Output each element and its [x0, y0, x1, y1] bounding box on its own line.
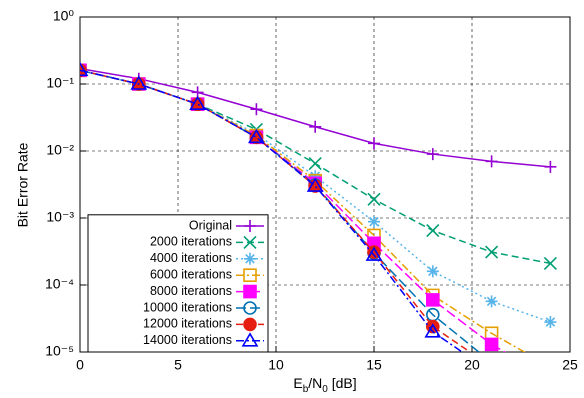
marker: [543, 256, 557, 270]
y-tick-label: 10⁻⁵: [45, 343, 74, 359]
marker: [189, 95, 206, 110]
legend-label: 10000 iterations: [143, 300, 232, 314]
y-tick-label: 10⁻¹: [46, 75, 74, 91]
legend-box: [87, 214, 269, 353]
x-tick-label: 5: [174, 357, 182, 373]
marker: [426, 148, 439, 161]
legend-label: Original: [189, 218, 232, 232]
marker: [243, 301, 257, 315]
marker: [424, 323, 442, 338]
marker: [243, 268, 257, 282]
legend-label: 14000 iterations: [143, 333, 232, 347]
x-axis-label-part: [dB]: [328, 375, 357, 391]
marker: [309, 170, 322, 183]
marker: [244, 220, 256, 232]
x-tick-label: 25: [562, 357, 578, 373]
marker: [250, 103, 263, 116]
marker: [243, 284, 257, 299]
marker: [306, 177, 324, 192]
marker: [309, 120, 322, 133]
marker: [426, 265, 439, 278]
x-axis-label-part: E: [293, 375, 302, 391]
plot-frame: [79, 16, 571, 353]
y-tick-label: 10⁻⁴: [45, 276, 74, 292]
marker: [248, 128, 265, 144]
y-axis-label: Bit Error Rate: [15, 142, 31, 227]
marker: [243, 235, 257, 249]
marker: [544, 361, 556, 373]
y-tick-label: 10⁻²: [46, 142, 74, 158]
marker: [426, 223, 440, 238]
legend-label: 2000 iterations: [150, 235, 232, 249]
marker: [485, 155, 498, 168]
x-axis-label-part: b: [303, 384, 309, 395]
marker: [130, 75, 148, 90]
marker: [241, 332, 259, 347]
marker: [367, 245, 381, 259]
legend-label: 12000 iterations: [143, 317, 232, 331]
series-line: [80, 69, 507, 352]
marker: [486, 361, 498, 373]
legend-label: 6000 iterations: [150, 267, 232, 281]
marker: [244, 252, 256, 265]
marker: [544, 160, 557, 173]
marker: [485, 295, 498, 308]
y-tick-label: 10⁻³: [46, 209, 74, 225]
series-line: [80, 67, 551, 168]
marker: [367, 192, 381, 206]
legend-label: 4000 iterations: [150, 251, 232, 265]
marker: [426, 293, 440, 307]
marker: [308, 156, 322, 171]
y-tick-label: 10⁰: [53, 8, 75, 24]
x-axis-label: Eb/N0 [dB]: [293, 375, 356, 395]
plot-area: [80, 61, 557, 385]
marker: [486, 356, 498, 368]
marker: [80, 61, 89, 77]
marker: [368, 137, 380, 150]
marker: [485, 365, 499, 377]
marker: [485, 245, 499, 259]
marker: [368, 215, 380, 228]
legend-label: 8000 iterations: [150, 284, 232, 298]
x-tick-label: 10: [268, 357, 284, 373]
marker: [243, 317, 257, 332]
marker: [544, 316, 557, 329]
x-tick-label: 20: [464, 357, 480, 373]
x-axis-label-part: 0: [322, 384, 328, 395]
marker: [484, 337, 499, 352]
series-line: [80, 69, 464, 352]
x-tick-label: 15: [366, 357, 382, 373]
marker: [365, 246, 383, 261]
x-tick-label: 0: [76, 357, 84, 373]
x-axis-label-part: /N: [308, 375, 322, 391]
marker: [544, 373, 556, 385]
